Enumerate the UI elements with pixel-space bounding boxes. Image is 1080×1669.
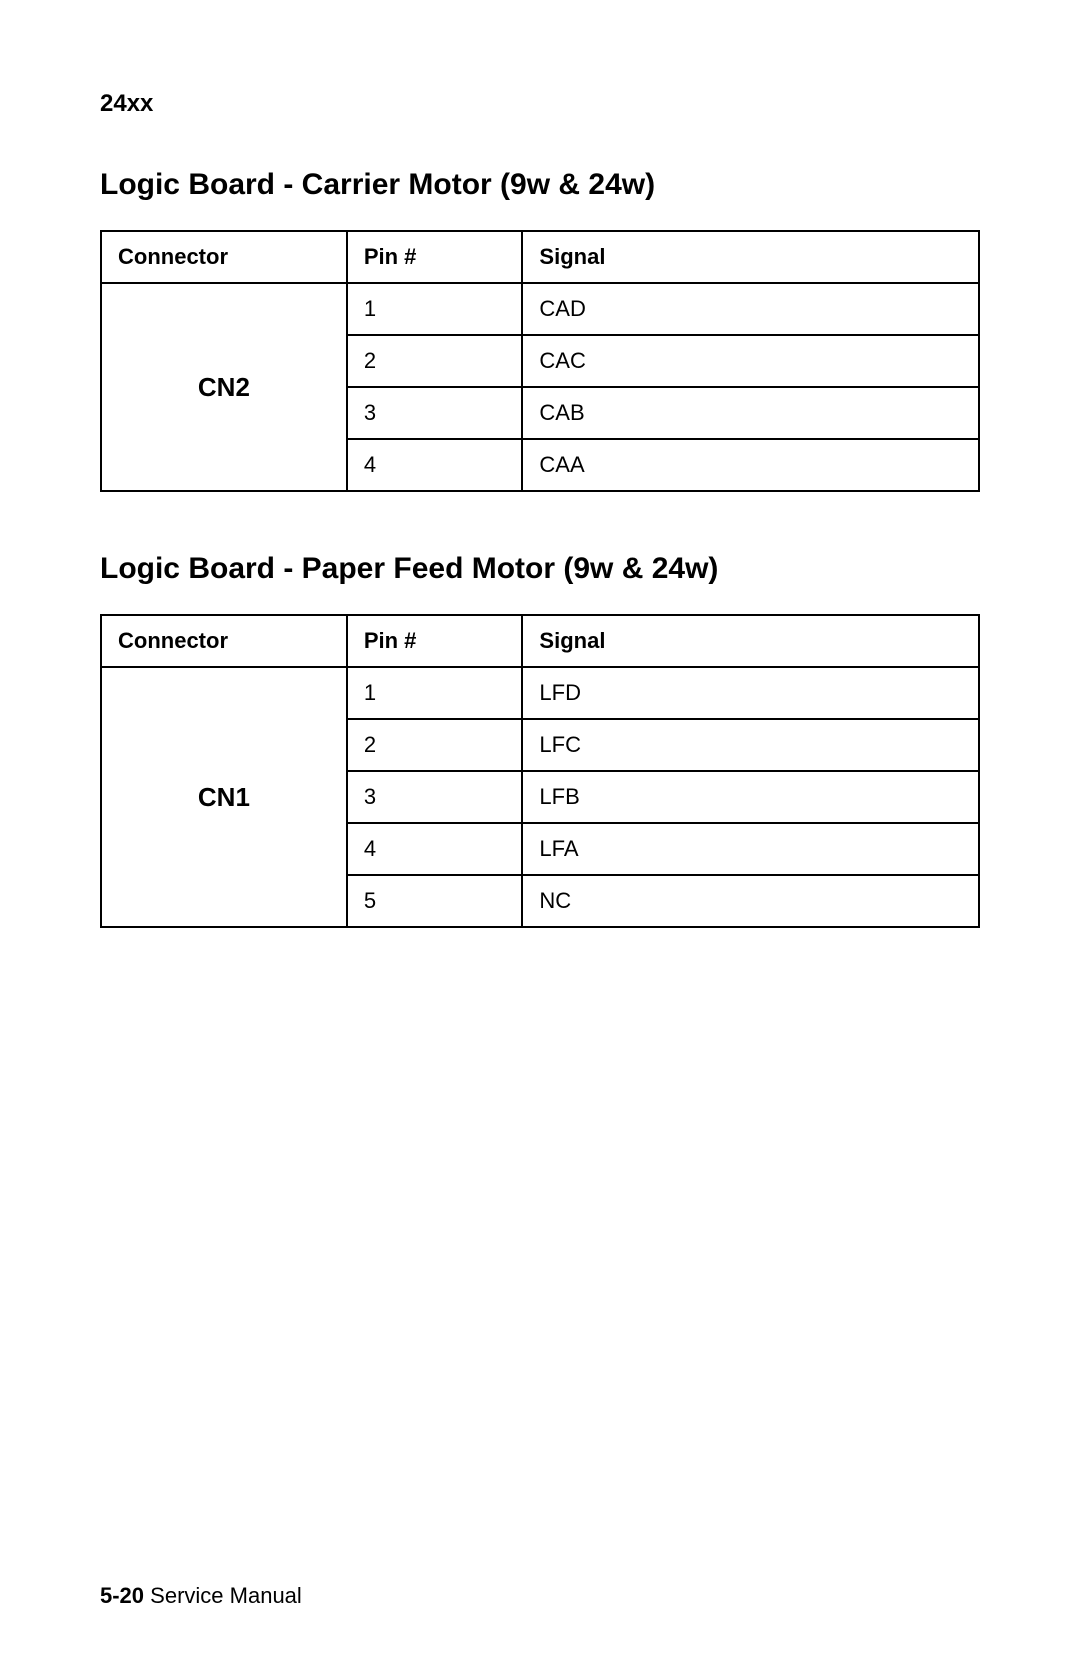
pin-cell: 3 <box>347 771 523 823</box>
paperfeed-section-title: Logic Board - Paper Feed Motor (9w & 24w… <box>100 552 980 586</box>
col-header-signal: Signal <box>522 231 979 283</box>
pin-cell: 4 <box>347 439 523 491</box>
signal-cell: CAB <box>522 387 979 439</box>
col-header-pin: Pin # <box>347 231 523 283</box>
carrier-motor-table: Connector Pin # Signal CN2 1 CAD 2 CAC 3… <box>100 230 980 492</box>
signal-cell: LFA <box>522 823 979 875</box>
doc-series-header: 24xx <box>100 90 980 118</box>
pin-cell: 1 <box>347 667 523 719</box>
table-row: CN2 1 CAD <box>101 283 979 335</box>
signal-cell: CAD <box>522 283 979 335</box>
footer-doc-title: Service Manual <box>150 1583 302 1608</box>
service-manual-page: 24xx Logic Board - Carrier Motor (9w & 2… <box>0 0 1080 1669</box>
pin-cell: 2 <box>347 335 523 387</box>
signal-cell: LFB <box>522 771 979 823</box>
pin-cell: 5 <box>347 875 523 927</box>
connector-cell: CN2 <box>101 283 347 491</box>
page-footer: 5-20 Service Manual <box>100 1583 302 1609</box>
col-header-connector: Connector <box>101 615 347 667</box>
paperfeed-motor-table: Connector Pin # Signal CN1 1 LFD 2 LFC 3… <box>100 614 980 928</box>
signal-cell: LFC <box>522 719 979 771</box>
signal-cell: LFD <box>522 667 979 719</box>
connector-cell: CN1 <box>101 667 347 927</box>
col-header-connector: Connector <box>101 231 347 283</box>
pin-cell: 1 <box>347 283 523 335</box>
signal-cell: NC <box>522 875 979 927</box>
col-header-signal: Signal <box>522 615 979 667</box>
signal-cell: CAA <box>522 439 979 491</box>
table-header-row: Connector Pin # Signal <box>101 231 979 283</box>
col-header-pin: Pin # <box>347 615 523 667</box>
pin-cell: 3 <box>347 387 523 439</box>
page-number: 5-20 <box>100 1583 144 1608</box>
carrier-section-title: Logic Board - Carrier Motor (9w & 24w) <box>100 168 980 202</box>
signal-cell: CAC <box>522 335 979 387</box>
pin-cell: 2 <box>347 719 523 771</box>
pin-cell: 4 <box>347 823 523 875</box>
table-header-row: Connector Pin # Signal <box>101 615 979 667</box>
table-row: CN1 1 LFD <box>101 667 979 719</box>
